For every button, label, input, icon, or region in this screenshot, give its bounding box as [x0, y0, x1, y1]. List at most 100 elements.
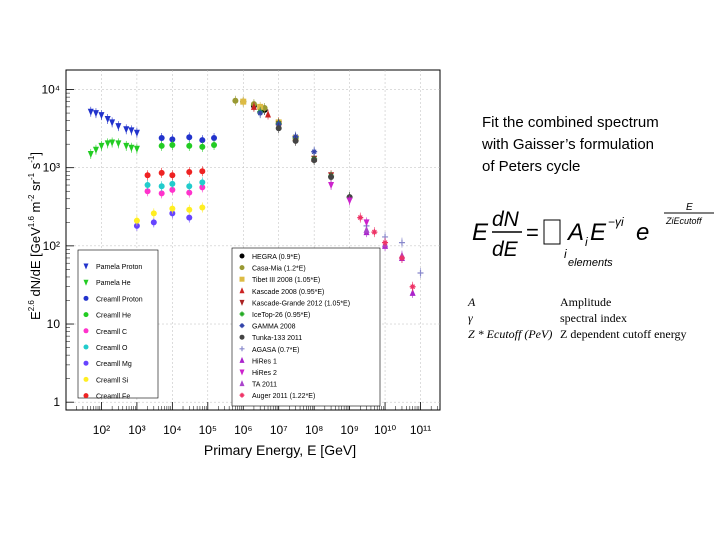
caption-line: with Gaisser’s formulation — [482, 136, 655, 153]
legend-marker — [239, 356, 245, 363]
definition-symbol: A — [468, 295, 476, 309]
legend-marker — [83, 279, 89, 286]
legend-marker — [239, 287, 245, 294]
data-point — [409, 283, 416, 290]
legend-marker — [83, 328, 89, 334]
legend-marker — [83, 393, 89, 399]
data-point — [186, 134, 193, 141]
data-point — [250, 102, 257, 110]
data-point — [87, 108, 94, 116]
legend-marker — [83, 376, 89, 382]
data-point — [186, 183, 193, 190]
data-point — [92, 146, 99, 154]
y-axis-ticks: 1 10 10² 10³ 10⁴ — [41, 83, 74, 409]
data-point — [199, 168, 206, 175]
cosmic-ray-spectrum-chart: 10² 10³ 10⁴ 10⁵ 10⁶ 10⁷ 10⁸ 10⁹ 10¹⁰ 10¹¹ 11010²1… — [27, 69, 441, 458]
legend-marker — [83, 295, 89, 301]
formula-amplitude-sub: i — [585, 235, 588, 249]
data-point — [199, 137, 206, 144]
x-tick-label: 10⁵ — [199, 423, 217, 437]
data-point — [169, 172, 176, 179]
data-point — [357, 214, 364, 221]
formula-sum-sub: elements — [568, 257, 613, 269]
data-point — [232, 97, 239, 104]
data-point — [158, 169, 165, 176]
data-point — [98, 112, 105, 120]
legend-label: Creamll Fe — [96, 394, 130, 401]
data-point — [169, 142, 176, 149]
data-point — [169, 136, 176, 143]
formula-lhs-num: dN — [492, 208, 520, 231]
x-tick-label: 10¹⁰ — [374, 423, 396, 437]
y-tick-label: 10 — [47, 317, 61, 331]
formula-power-base: E — [590, 219, 607, 246]
y-tick-label: 10³ — [43, 161, 60, 175]
data-point — [186, 142, 193, 149]
legend-label: Tibet III 2008 (1.05*E) — [252, 277, 320, 284]
x-tick-label: 10² — [93, 423, 110, 437]
legend-right: HEGRA (0.9*E) Casa-Mia (1.2*E) Tibet III 2… — [239, 253, 350, 400]
grid-lines — [66, 70, 440, 410]
legend-label: HiRes 2 — [252, 370, 277, 377]
legend-label: HEGRA (0.9*E) — [252, 254, 300, 261]
plot-area — [65, 69, 441, 411]
data-point — [186, 189, 193, 196]
data-point — [150, 210, 157, 217]
legend-label: Creamll C — [96, 329, 127, 336]
legend-label: Auger 2011 (1.22*E) — [252, 393, 315, 400]
x-tick-label: 10⁸ — [305, 423, 323, 437]
data-point — [144, 172, 151, 179]
legend-label: Kascade-Grande 2012 (1.05*E) — [252, 300, 350, 307]
legend-marker — [239, 346, 245, 352]
legend-right-box — [231, 247, 381, 407]
data-point — [144, 188, 151, 195]
legend-label: TA 2011 — [252, 382, 277, 389]
x-tick-label: 10⁹ — [340, 423, 359, 437]
data-point — [92, 110, 99, 118]
legend-label: Creamll Mg — [96, 361, 132, 368]
definition-text: Amplitude — [560, 295, 612, 309]
definition-symbol: Z * Ecutoff (PeV) — [468, 327, 553, 341]
legend-label: Tunka-133 2011 — [252, 335, 302, 342]
formula-lhs-e: E — [472, 219, 489, 246]
legend-marker — [239, 323, 245, 329]
x-tick-label: 10⁷ — [270, 423, 288, 437]
data-point — [133, 129, 140, 137]
legend-marker — [83, 344, 89, 350]
data-point — [158, 134, 165, 141]
formula-exp-num: E — [686, 202, 693, 213]
x-tick-label: 10³ — [128, 423, 145, 437]
data-point — [265, 110, 272, 118]
data-point — [104, 140, 111, 148]
legend-marker — [239, 392, 245, 398]
data-point — [328, 182, 335, 190]
data-point — [169, 180, 176, 187]
y-tick-label: 10⁴ — [41, 83, 60, 97]
formula-sum-index: i — [564, 247, 567, 261]
data-point — [363, 225, 370, 233]
legend-label: AGASA (0.7*E) — [252, 347, 299, 354]
data-point — [128, 144, 135, 152]
x-axis-ticks: 10² 10³ 10⁴ 10⁵ 10⁶ 10⁷ 10⁸ 10⁹ 10¹⁰ 10¹¹ — [76, 402, 438, 437]
formula-lhs-den: dE — [492, 238, 519, 261]
y-tick-label: 1 — [53, 395, 60, 409]
data-point — [257, 110, 264, 117]
legend-label: Creamll Si — [96, 377, 129, 384]
caption-line: Fit the combined spectrum — [482, 114, 659, 131]
legend-label: Kascade 2008 (0.95*E) — [252, 289, 324, 296]
x-tick-label: 10⁶ — [234, 423, 252, 437]
legend-label: Casa-Mia (1.2*E) — [252, 266, 306, 273]
data-point — [169, 186, 176, 193]
data-point — [346, 197, 353, 205]
data-point — [328, 174, 335, 181]
data-point — [150, 219, 157, 226]
definition-text: Z dependent cutoff energy — [560, 327, 687, 341]
x-axis-label: Primary Energy, E [GeV] — [204, 442, 356, 458]
legend-marker — [83, 312, 89, 318]
formula-equals: = — [526, 220, 539, 245]
data-point — [109, 119, 116, 127]
data-point — [240, 98, 247, 105]
data-point — [133, 222, 140, 229]
data-point — [158, 142, 165, 149]
formula-exp-den: ZiEcutoff — [665, 216, 703, 226]
